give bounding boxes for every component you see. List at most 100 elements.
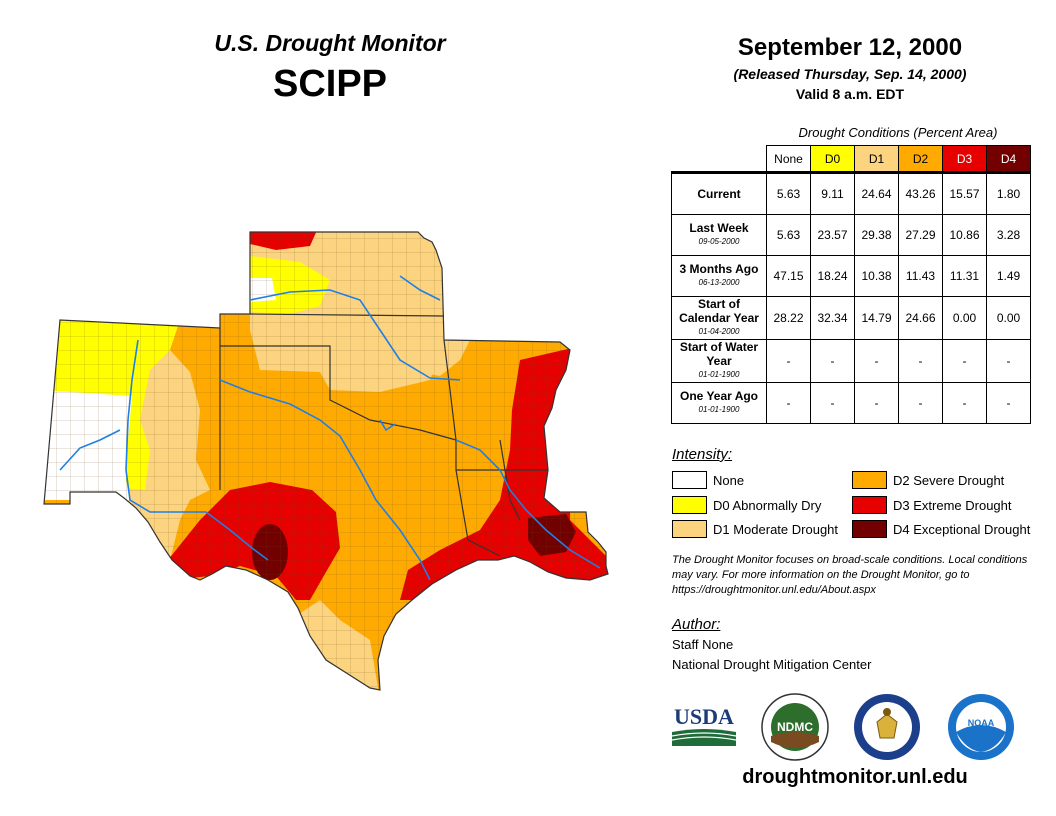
cell: 18.24 bbox=[810, 255, 855, 297]
table-caption: Drought Conditions (Percent Area) bbox=[798, 125, 998, 140]
svg-text:USDA: USDA bbox=[674, 704, 734, 729]
disclaimer-note: The Drought Monitor focuses on broad-sca… bbox=[672, 554, 1028, 596]
col-d3: D3 bbox=[942, 145, 987, 173]
legend-label: D3 Extreme Drought bbox=[893, 497, 1012, 513]
valid-time: Valid 8 a.m. EDT bbox=[795, 86, 905, 102]
cell: 43.26 bbox=[898, 171, 943, 215]
cell: - bbox=[898, 339, 943, 383]
cell: 1.49 bbox=[986, 255, 1031, 297]
cell: 23.57 bbox=[810, 214, 855, 256]
legend-item-d2: D2 Severe Drought bbox=[852, 471, 1004, 489]
cell: 5.63 bbox=[766, 171, 811, 215]
header-blank bbox=[671, 145, 767, 173]
table-row-calendar-year: Start of Calendar Year 01-04-2000 28.22 3… bbox=[671, 296, 1031, 340]
cell: 24.66 bbox=[898, 296, 943, 340]
rivers bbox=[59, 275, 601, 581]
cell: - bbox=[986, 382, 1031, 424]
cell: 29.38 bbox=[854, 214, 899, 256]
table-header-row: None D0 D1 D2 D3 D4 bbox=[671, 145, 1031, 173]
cell: 3.28 bbox=[986, 214, 1031, 256]
col-d4: D4 bbox=[986, 145, 1031, 173]
legend-item-d4: D4 Exceptional Drought bbox=[852, 520, 1030, 538]
row-label: Start of Calendar Year 01-04-2000 bbox=[671, 296, 767, 340]
cell: 27.29 bbox=[898, 214, 943, 256]
cell: 0.00 bbox=[986, 296, 1031, 340]
title-line-2: SCIPP bbox=[272, 63, 388, 105]
cell: 11.43 bbox=[898, 255, 943, 297]
legend-label: D4 Exceptional Drought bbox=[893, 521, 1031, 537]
cell: - bbox=[810, 382, 855, 424]
cell: 32.34 bbox=[810, 296, 855, 340]
table-row-current: Current 5.63 9.11 24.64 43.26 15.57 1.80 bbox=[671, 171, 1031, 215]
cell: - bbox=[854, 339, 899, 383]
legend-swatch bbox=[672, 496, 707, 514]
col-d0: D0 bbox=[810, 145, 855, 173]
legend-item-d1: D1 Moderate Drought bbox=[672, 520, 838, 538]
map-date: September 12, 2000 bbox=[737, 34, 963, 61]
county-lines bbox=[44, 232, 608, 690]
cell: 24.64 bbox=[854, 171, 899, 215]
cell: - bbox=[810, 339, 855, 383]
row-label: One Year Ago 01-01-1900 bbox=[671, 382, 767, 424]
row-label: Current bbox=[671, 171, 767, 215]
svg-text:NDMC: NDMC bbox=[777, 720, 813, 734]
cell: - bbox=[898, 382, 943, 424]
date-block: September 12, 2000 (Released Thursday, S… bbox=[680, 34, 1020, 102]
legend-swatch bbox=[852, 520, 887, 538]
cell: 15.57 bbox=[942, 171, 987, 215]
cell: 5.63 bbox=[766, 214, 811, 256]
legend-swatch bbox=[852, 496, 887, 514]
cell: 9.11 bbox=[810, 171, 855, 215]
author-title: Author: bbox=[672, 616, 721, 633]
col-none: None bbox=[766, 145, 811, 173]
drought-stats-table: None D0 D1 D2 D3 D4 Current 5.63 9.11 24… bbox=[671, 145, 1031, 424]
cell: 47.15 bbox=[766, 255, 811, 297]
cell: - bbox=[986, 339, 1031, 383]
svg-text:NOAA: NOAA bbox=[968, 718, 995, 728]
map-title: U.S. Drought Monitor SCIPP bbox=[130, 30, 530, 106]
cell: 10.86 bbox=[942, 214, 987, 256]
table-row-one-year: One Year Ago 01-01-1900 - - - - - - bbox=[671, 382, 1031, 424]
cell: 14.79 bbox=[854, 296, 899, 340]
legend-item-none: None bbox=[672, 471, 744, 489]
legend-label: D0 Abnormally Dry bbox=[713, 497, 822, 513]
cell: - bbox=[854, 382, 899, 424]
drought-map bbox=[43, 231, 609, 691]
author-name: Staff None bbox=[672, 637, 734, 652]
cell: 11.31 bbox=[942, 255, 987, 297]
col-d2: D2 bbox=[898, 145, 943, 173]
state-borders bbox=[43, 231, 609, 691]
row-label: 3 Months Ago 06-13-2000 bbox=[671, 255, 767, 297]
legend-label: D1 Moderate Drought bbox=[713, 521, 839, 537]
author-org: National Drought Mitigation Center bbox=[672, 657, 872, 672]
table-row-3-months: 3 Months Ago 06-13-2000 47.15 18.24 10.38… bbox=[671, 255, 1031, 297]
col-d1: D1 bbox=[854, 145, 899, 173]
release-date: (Released Thursday, Sep. 14, 2000) bbox=[733, 66, 967, 82]
legend-swatch bbox=[672, 471, 707, 489]
row-label: Last Week 09-05-2000 bbox=[671, 214, 767, 256]
commerce-seal-logo bbox=[854, 694, 920, 760]
cell: 28.22 bbox=[766, 296, 811, 340]
usda-logo: USDA bbox=[671, 704, 737, 746]
ndmc-logo: NDMC bbox=[761, 693, 829, 761]
legend-label: D2 Severe Drought bbox=[893, 472, 1005, 488]
row-label: Start of Water Year 01-01-1900 bbox=[671, 339, 767, 383]
legend-item-d3: D3 Extreme Drought bbox=[852, 496, 1012, 514]
website-link[interactable]: droughtmonitor.unl.edu bbox=[742, 766, 968, 788]
cell: 1.80 bbox=[986, 171, 1031, 215]
cell: 0.00 bbox=[942, 296, 987, 340]
legend-title: Intensity: bbox=[672, 446, 733, 463]
cell: - bbox=[942, 382, 987, 424]
legend-item-d0: D0 Abnormally Dry bbox=[672, 496, 821, 514]
cell: - bbox=[942, 339, 987, 383]
title-line-1: U.S. Drought Monitor bbox=[214, 30, 446, 56]
cell: - bbox=[766, 339, 811, 383]
table-row-last-week: Last Week 09-05-2000 5.63 23.57 29.38 27.… bbox=[671, 214, 1031, 256]
noaa-logo: NOAA bbox=[948, 694, 1014, 760]
legend-label: None bbox=[713, 472, 745, 488]
legend-swatch bbox=[672, 520, 707, 538]
cell: 10.38 bbox=[854, 255, 899, 297]
legend-swatch bbox=[852, 471, 887, 489]
table-row-water-year: Start of Water Year 01-01-1900 - - - - - … bbox=[671, 339, 1031, 383]
cell: - bbox=[766, 382, 811, 424]
